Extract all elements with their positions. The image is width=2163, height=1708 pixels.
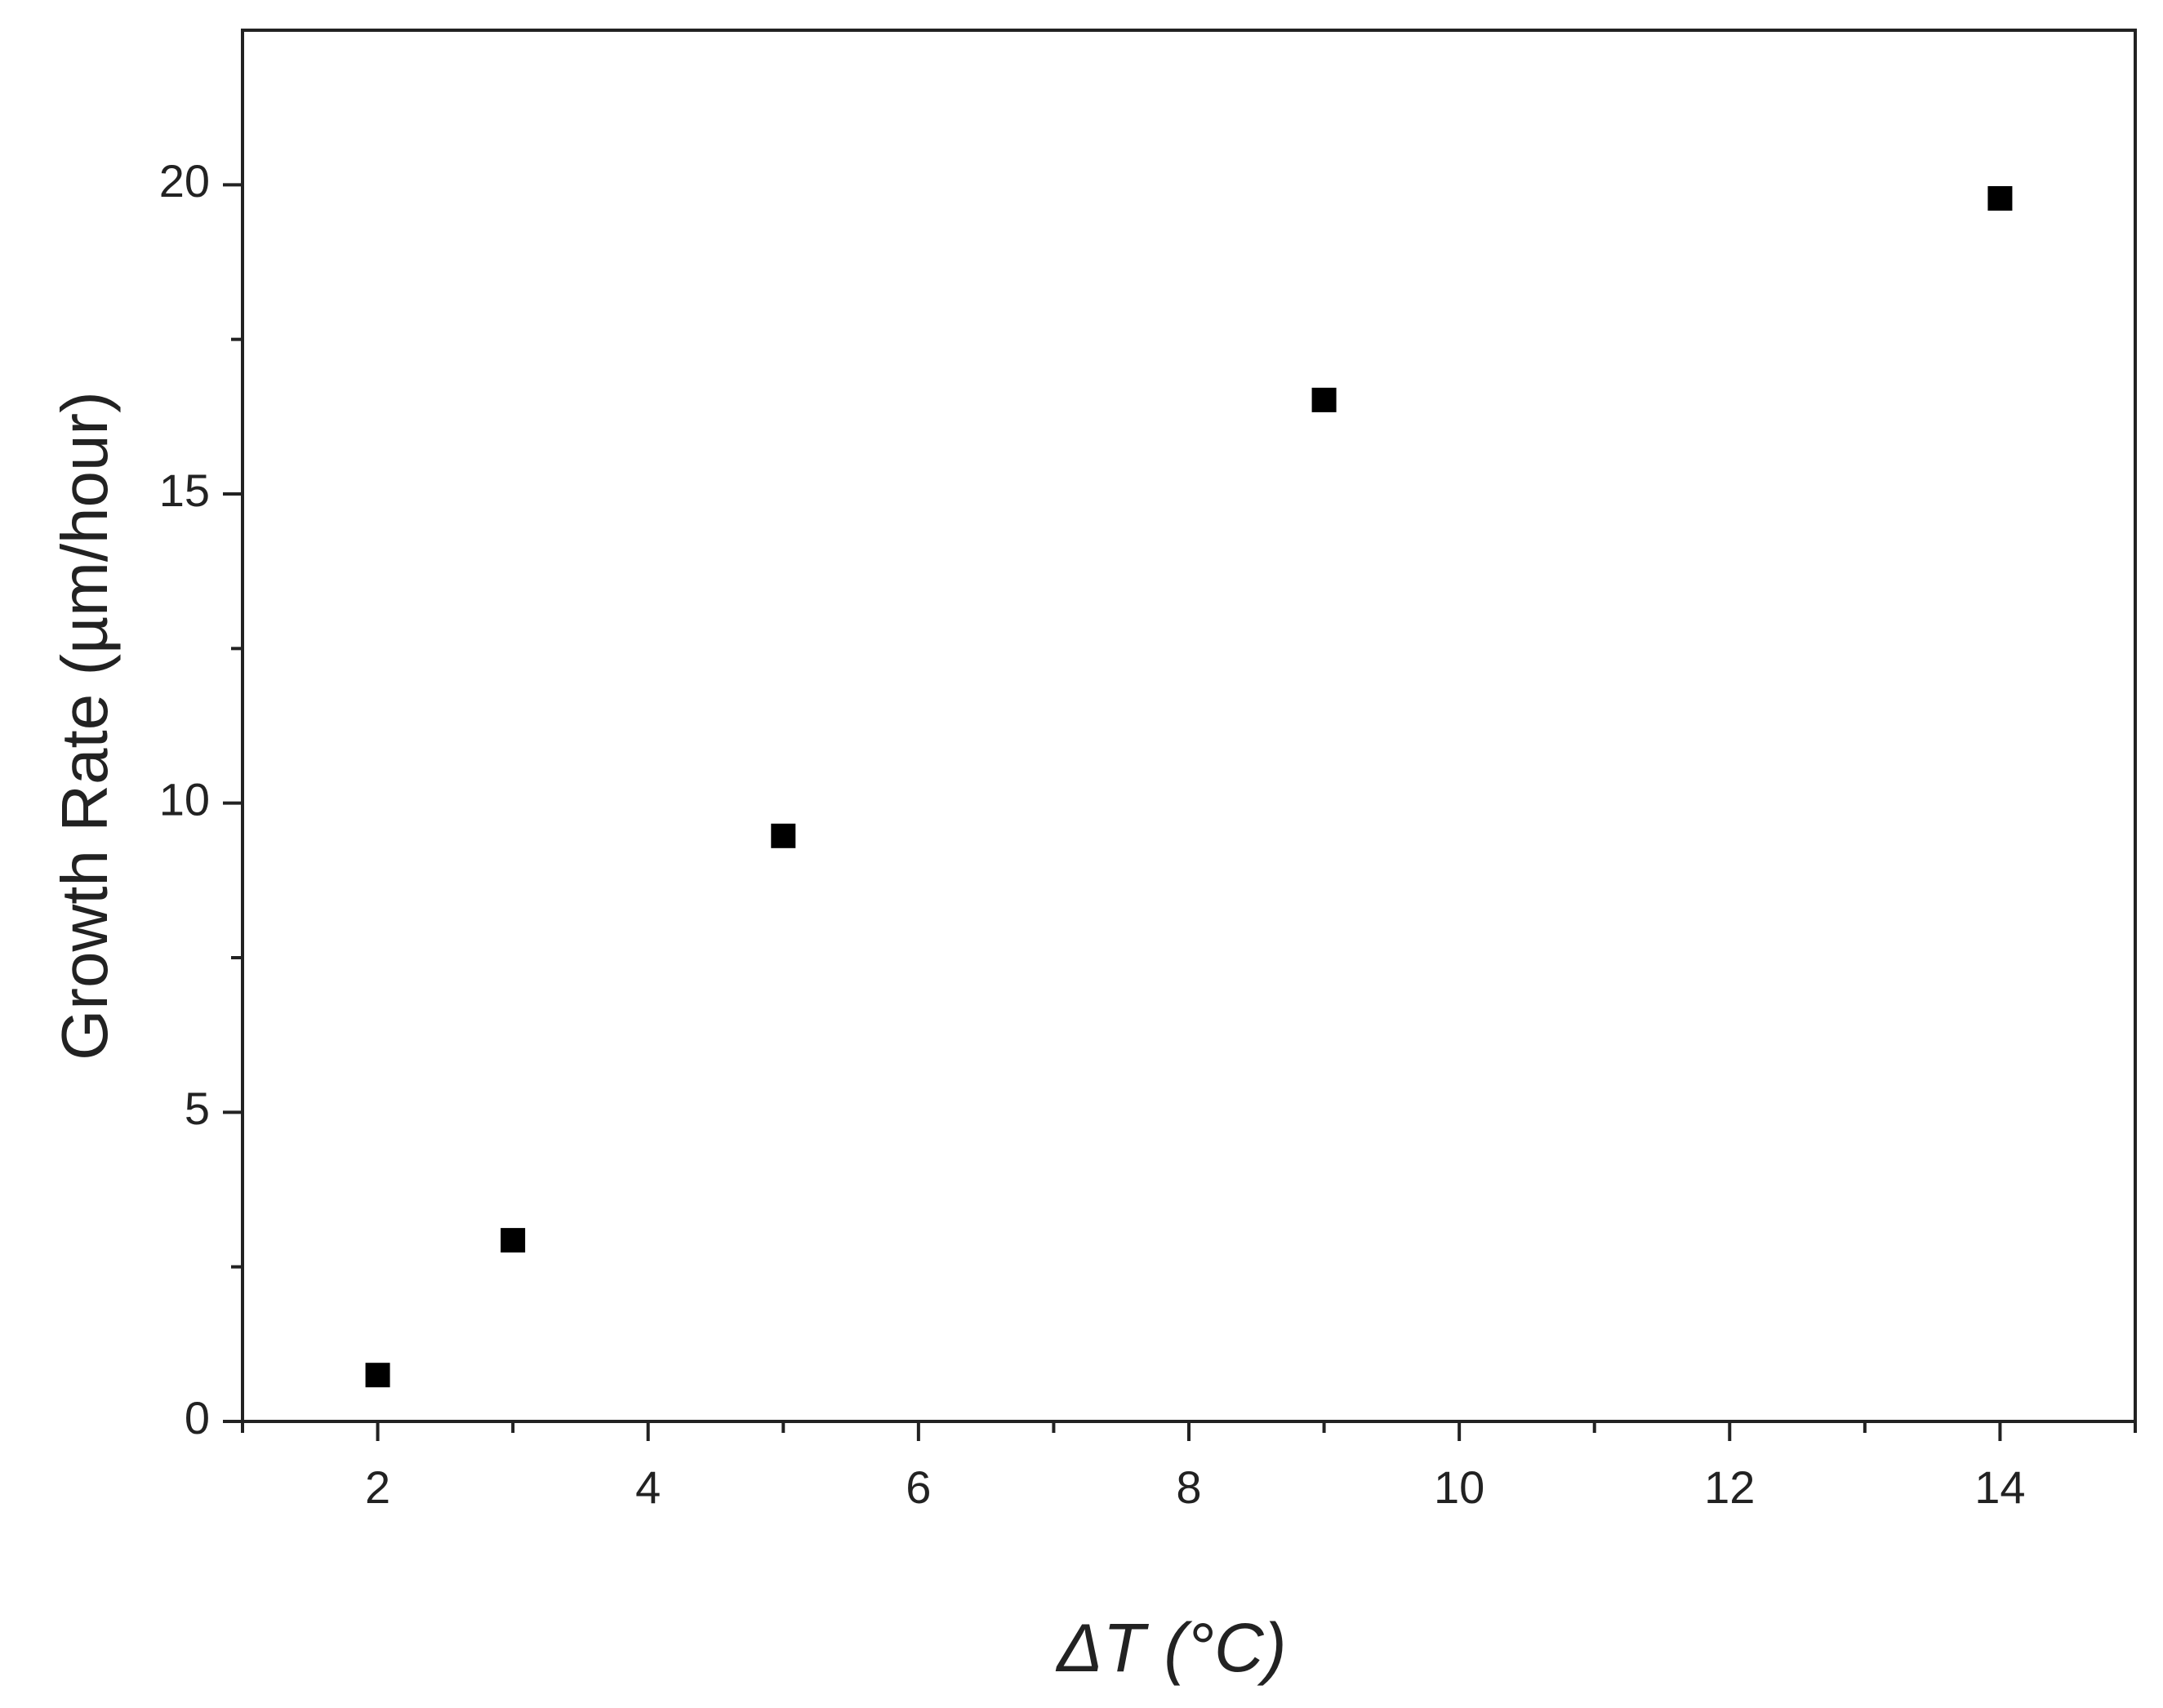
y-axis-label: Growth Rate (µm/hour) (48, 391, 121, 1061)
data-point (365, 1363, 390, 1388)
data-point (1311, 387, 1337, 412)
y-tick-label: 15 (159, 465, 210, 516)
data-point (501, 1228, 526, 1253)
x-tick-label: 12 (1704, 1461, 1755, 1513)
data-point (1987, 185, 2013, 211)
x-tick-label: 8 (1176, 1461, 1201, 1513)
y-tick-label: 0 (185, 1392, 210, 1443)
x-axis-label: ΔT (°C) (1055, 1609, 1286, 1686)
data-point (771, 823, 796, 848)
x-tick-label: 4 (635, 1461, 661, 1513)
y-tick-label: 5 (185, 1083, 210, 1134)
plot-frame (241, 29, 2137, 1423)
x-tick-label: 14 (1974, 1461, 2025, 1513)
y-tick-label: 20 (159, 155, 210, 207)
x-tick-label: 2 (365, 1461, 390, 1513)
x-tick-label: 10 (1434, 1461, 1484, 1513)
x-tick-label: 6 (906, 1461, 931, 1513)
y-tick-label: 10 (159, 773, 210, 825)
